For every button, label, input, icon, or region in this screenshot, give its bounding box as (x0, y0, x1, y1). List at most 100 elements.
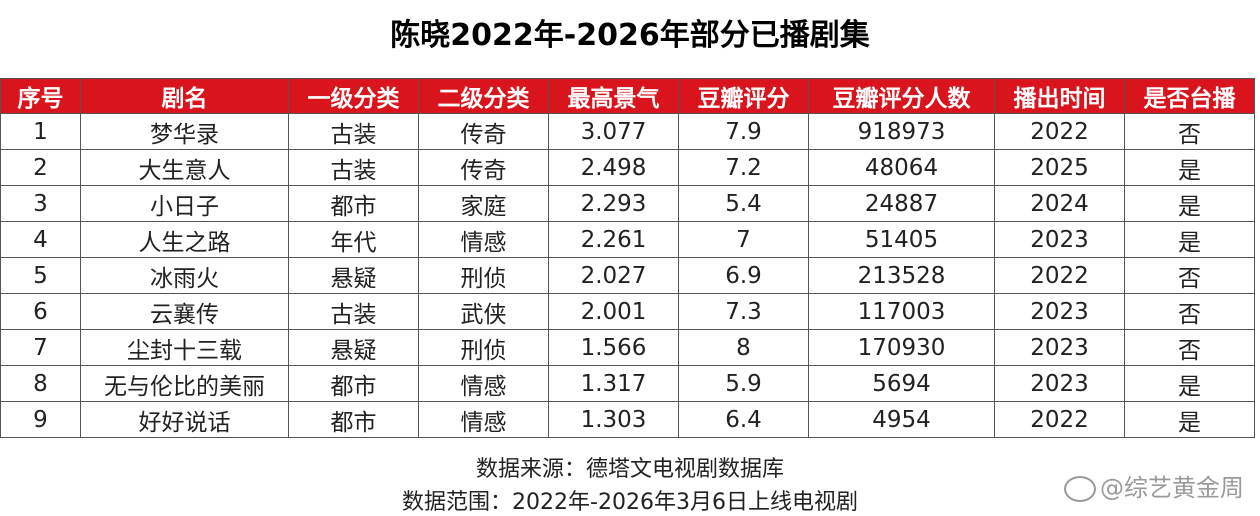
table-cell: 是 (1124, 401, 1255, 438)
table-cell: 7 (0, 329, 81, 366)
table-row: 4 人生之路 年代 情感 2.261 7 51405 2023 是 (0, 221, 1255, 258)
table-cell: 好好说话 (80, 401, 289, 438)
table-cell: 古装 (288, 293, 419, 330)
table-cell: 大生意人 (80, 149, 289, 186)
table-cell: 5.9 (678, 365, 809, 402)
column-header: 播出时间 (994, 78, 1125, 114)
table-cell: 古装 (288, 113, 419, 150)
table-cell: 悬疑 (288, 257, 419, 294)
column-header: 一级分类 (288, 78, 419, 114)
table-cell: 2023 (994, 221, 1125, 258)
table-cell: 刑侦 (418, 257, 549, 294)
table-cell: 1.303 (548, 401, 679, 438)
data-source-note: 数据来源：德塔文电视剧数据库 (475, 457, 784, 482)
table-row: 1 梦华录 古装 传奇 3.077 7.9 918973 2022 否 (0, 113, 1255, 150)
table-cell: 无与伦比的美丽 (80, 365, 289, 402)
table-cell: 2023 (994, 365, 1125, 402)
table-header-row: 序号 剧名 一级分类 二级分类 最高景气 豆瓣评分 豆瓣评分人数 播出时间 是否台播 (0, 78, 1255, 114)
table-cell: 否 (1124, 293, 1255, 330)
table-cell: 2.498 (548, 149, 679, 186)
weibo-logo-icon (1064, 476, 1096, 502)
table-cell: 古装 (288, 149, 419, 186)
column-header: 豆瓣评分人数 (808, 78, 995, 114)
table-row: 3 小日子 都市 家庭 2.293 5.4 24887 2024 是 (0, 185, 1255, 222)
data-table: 序号 剧名 一级分类 二级分类 最高景气 豆瓣评分 豆瓣评分人数 播出时间 是否台播 1 梦华录古… (0, 78, 1255, 438)
table-cell: 3.077 (548, 113, 679, 150)
column-header: 最高景气 (548, 78, 679, 114)
table-cell: 传奇 (418, 113, 549, 150)
table-cell: 1.317 (548, 365, 679, 402)
table-cell: 2.293 (548, 185, 679, 222)
table-cell: 武侠 (418, 293, 549, 330)
table-cell: 2.001 (548, 293, 679, 330)
table-cell: 尘封十三载 (80, 329, 289, 366)
table-cell: 9 (0, 401, 81, 438)
table-cell: 2023 (994, 329, 1125, 366)
table-cell: 6.9 (678, 257, 809, 294)
table-cell: 人生之路 (80, 221, 289, 258)
table-cell: 小日子 (80, 185, 289, 222)
table-cell: 梦华录 (80, 113, 289, 150)
table-cell: 云襄传 (80, 293, 289, 330)
column-header: 二级分类 (418, 78, 549, 114)
table-cell: 8 (0, 365, 81, 402)
table-cell: 7.2 (678, 149, 809, 186)
column-header: 序号 (0, 78, 81, 114)
table-cell: 都市 (288, 401, 419, 438)
table-cell: 传奇 (418, 149, 549, 186)
table-cell: 7.9 (678, 113, 809, 150)
table-cell: 是 (1124, 365, 1255, 402)
table-cell: 否 (1124, 329, 1255, 366)
table-cell: 2022 (994, 113, 1125, 150)
table-cell: 否 (1124, 113, 1255, 150)
table-cell: 是 (1124, 185, 1255, 222)
table-row: 5 冰雨火 悬疑 刑侦 2.027 6.9 213528 2022 否 (0, 257, 1255, 294)
table-cell: 1.566 (548, 329, 679, 366)
table-cell: 年代 (288, 221, 419, 258)
weibo-watermark: @综艺黄金周 (1064, 468, 1244, 503)
table-cell: 5 (0, 257, 81, 294)
column-header: 剧名 (80, 78, 289, 114)
table-cell: 2 (0, 149, 81, 186)
table-cell: 情感 (418, 221, 549, 258)
table-cell: 2022 (994, 257, 1125, 294)
column-header: 是否台播 (1124, 78, 1255, 114)
data-range-note: 数据范围：2022年-2026年3月6日上线电视剧 (402, 490, 858, 515)
table-row: 9 好好说话 都市 情感 1.303 6.4 4954 2022 是 (0, 401, 1255, 438)
table-cell: 悬疑 (288, 329, 419, 366)
table-cell: 家庭 (418, 185, 549, 222)
table-row: 2 大生意人 古装 传奇 2.498 7.2 48064 2025 是 (0, 149, 1255, 186)
table-cell: 48064 (808, 149, 995, 186)
table-cell: 5694 (808, 365, 995, 402)
column-header: 豆瓣评分 (678, 78, 809, 114)
table-cell: 否 (1124, 257, 1255, 294)
table-cell: 情感 (418, 365, 549, 402)
table-cell: 4 (0, 221, 81, 258)
table-cell: 4954 (808, 401, 995, 438)
table-cell: 6.4 (678, 401, 809, 438)
table-cell: 都市 (288, 185, 419, 222)
table-cell: 7.3 (678, 293, 809, 330)
table-cell: 2.261 (548, 221, 679, 258)
table-cell: 7 (678, 221, 809, 258)
table-cell: 情感 (418, 401, 549, 438)
table-cell: 117003 (808, 293, 995, 330)
table-row: 6 云襄传 古装 武侠 2.001 7.3 117003 2023 否 (0, 293, 1255, 330)
table-cell: 6 (0, 293, 81, 330)
table-cell: 8 (678, 329, 809, 366)
table-cell: 2025 (994, 149, 1125, 186)
chart-title: 陈晓2022年-2026年部分已播剧集 (390, 18, 870, 53)
table-cell: 是 (1124, 149, 1255, 186)
table-cell: 是 (1124, 221, 1255, 258)
table-cell: 都市 (288, 365, 419, 402)
watermark-text: @综艺黄金周 (1100, 474, 1244, 502)
table-cell: 2023 (994, 293, 1125, 330)
table-cell: 24887 (808, 185, 995, 222)
table-cell: 51405 (808, 221, 995, 258)
table-cell: 5.4 (678, 185, 809, 222)
table-cell: 918973 (808, 113, 995, 150)
table-cell: 冰雨火 (80, 257, 289, 294)
table-cell: 170930 (808, 329, 995, 366)
table-cell: 刑侦 (418, 329, 549, 366)
table-row: 8 无与伦比的美丽 都市 情感 1.317 5.9 5694 2023 是 (0, 365, 1255, 402)
